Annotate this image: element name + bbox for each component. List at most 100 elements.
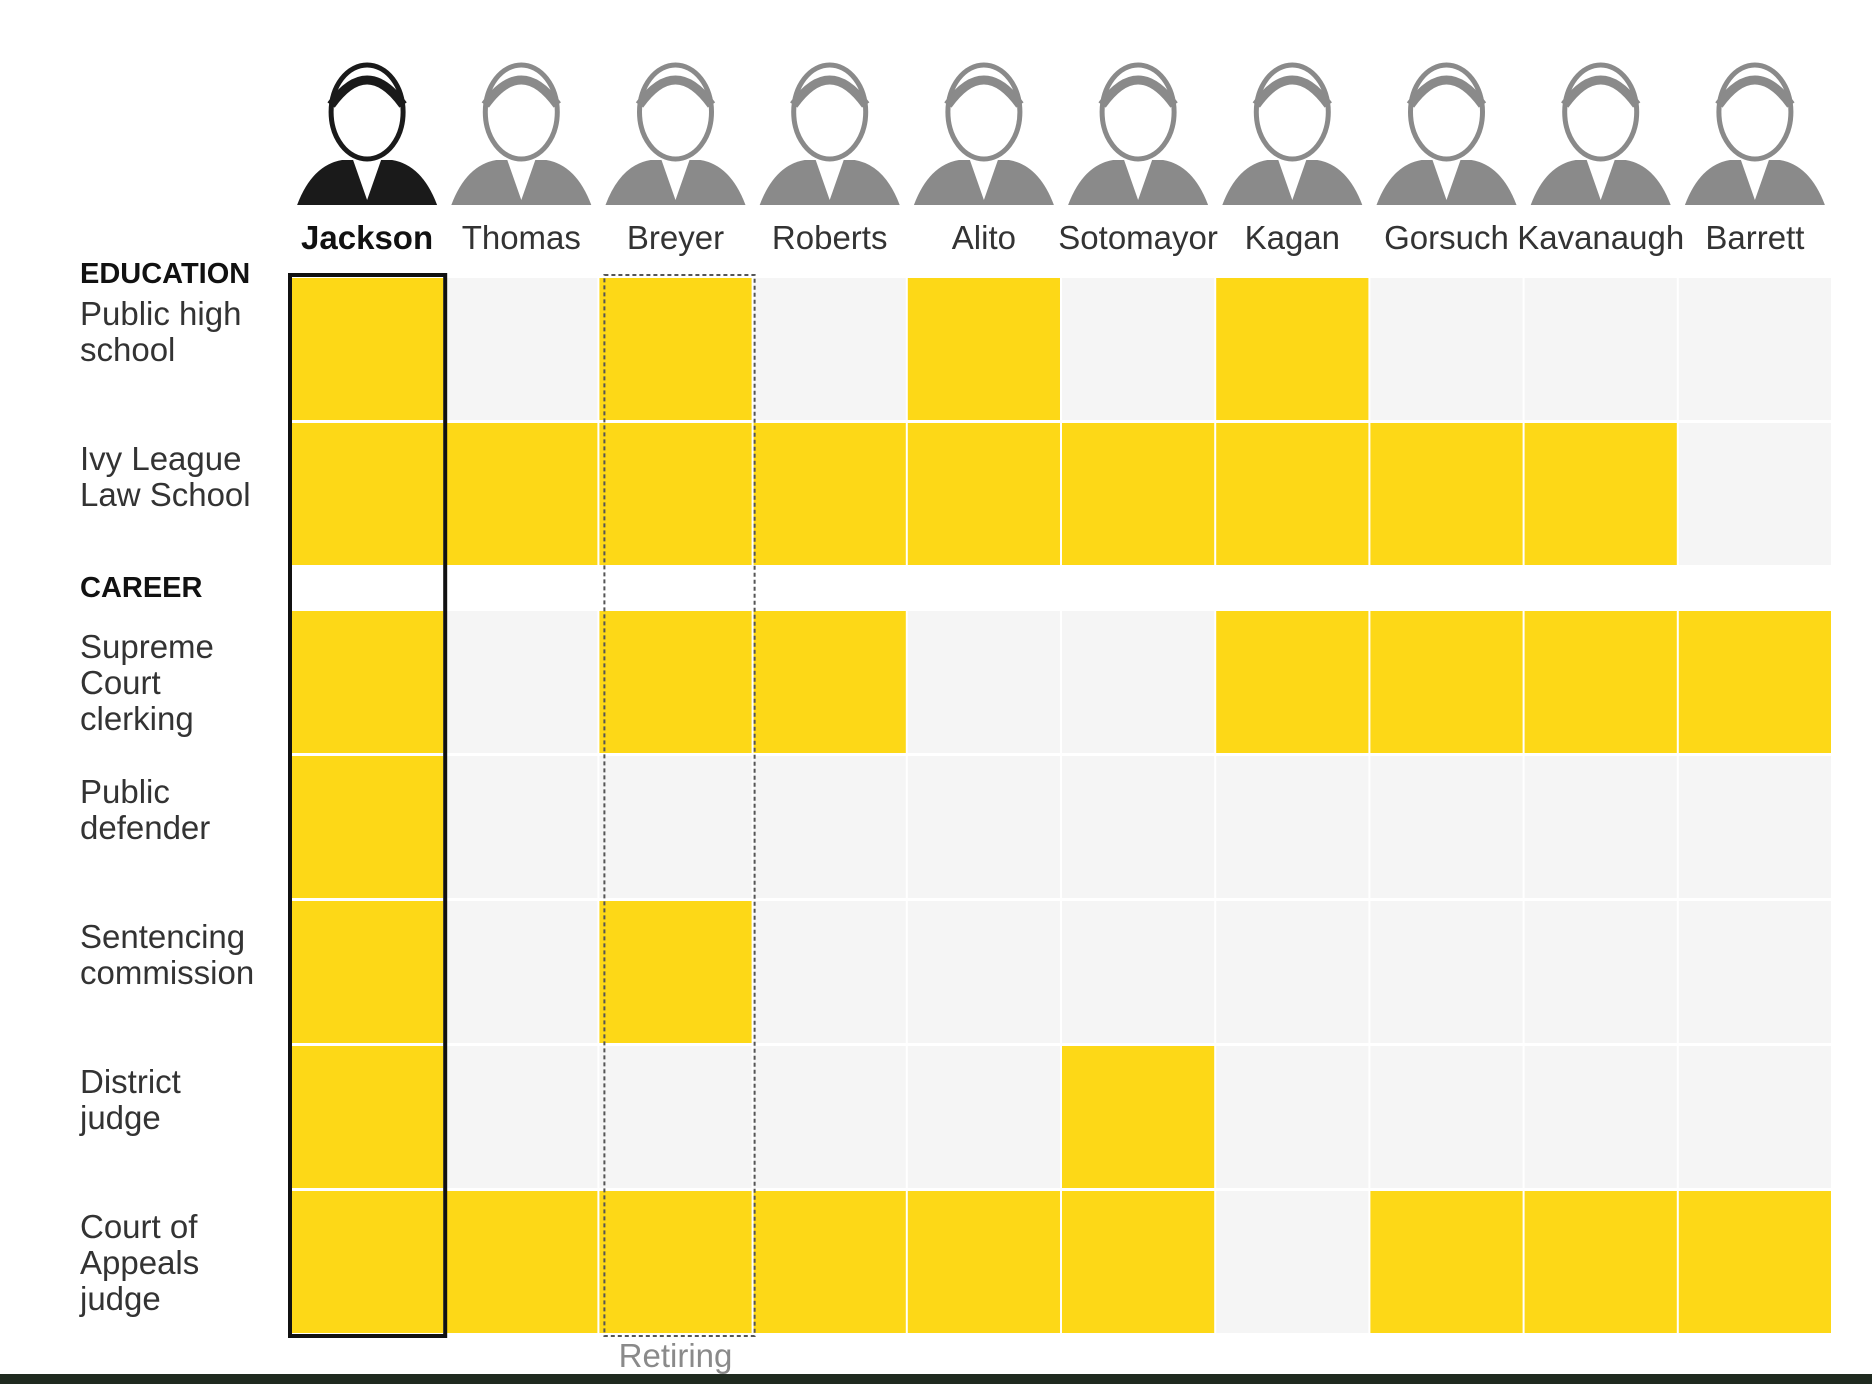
portrait-collar-thomas [507,160,536,200]
cell-district-judge-breyer [599,1046,752,1188]
cell-ivy-league-law-school-kagan [1216,423,1369,565]
portrait-collar-alito [969,160,998,200]
portrait-hair-roberts [790,75,870,108]
cell-court-of-appeals-judge-sotomayor [1062,1191,1215,1333]
portrait-hair-sotomayor [1098,75,1178,108]
cell-supreme-court-clerking-sotomayor [1062,611,1215,753]
cell-public-high-school-jackson [291,278,444,420]
portrait-hair-kagan [1252,75,1332,108]
portrait-collar-kavanaugh [1586,160,1615,200]
cell-district-judge-gorsuch [1370,1046,1523,1188]
cell-ivy-league-law-school-breyer [599,423,752,565]
cell-public-high-school-alito [907,278,1060,420]
column-header-thomas: Thomas [462,219,581,256]
cell-court-of-appeals-judge-thomas [445,1191,598,1333]
column-header-kavanaugh: Kavanaugh [1517,219,1684,256]
cell-district-judge-roberts [753,1046,906,1188]
cell-court-of-appeals-judge-breyer [599,1191,752,1333]
cell-court-of-appeals-judge-alito [907,1191,1060,1333]
cell-public-defender-gorsuch [1370,756,1523,898]
portrait-hair-alito [944,75,1024,108]
cell-ivy-league-law-school-alito [907,423,1060,565]
cell-public-high-school-barrett [1678,278,1831,420]
column-header-roberts: Roberts [772,219,888,256]
cell-sentencing-commission-alito [907,901,1060,1043]
cell-court-of-appeals-judge-jackson [291,1191,444,1333]
cell-public-high-school-kavanaugh [1524,278,1677,420]
row-label-district-judge: District judge [79,1063,181,1136]
cell-sentencing-commission-barrett [1678,901,1831,1043]
portrait-collar-sotomayor [1124,160,1153,200]
cell-supreme-court-clerking-gorsuch [1370,611,1523,753]
portrait-collar-jackson [353,160,382,200]
cell-supreme-court-clerking-jackson [291,611,444,753]
portrait-barrett [1684,62,1825,205]
cell-public-high-school-sotomayor [1062,278,1215,420]
cell-public-defender-jackson [291,756,444,898]
portrait-alito [913,62,1054,205]
cell-district-judge-kavanaugh [1524,1046,1677,1188]
portrait-hair-thomas [481,75,561,108]
row-label-public-defender: Public defender [80,773,210,846]
cell-public-high-school-thomas [445,278,598,420]
cell-public-defender-sotomayor [1062,756,1215,898]
bottom-border [0,1374,1872,1384]
cell-public-defender-kagan [1216,756,1369,898]
portrait-collar-kagan [1278,160,1307,200]
portrait-collar-roberts [815,160,844,200]
cell-sentencing-commission-thomas [445,901,598,1043]
cell-district-judge-barrett [1678,1046,1831,1188]
cell-supreme-court-clerking-barrett [1678,611,1831,753]
column-header-breyer: Breyer [627,219,724,256]
cell-public-defender-breyer [599,756,752,898]
cell-supreme-court-clerking-alito [907,611,1060,753]
cell-ivy-league-law-school-kavanaugh [1524,423,1677,565]
cell-supreme-court-clerking-kavanaugh [1524,611,1677,753]
portrait-hair-gorsuch [1406,75,1487,108]
cell-public-defender-alito [907,756,1060,898]
cell-court-of-appeals-judge-kavanaugh [1524,1191,1677,1333]
portrait-roberts [759,62,900,205]
portrait-jackson [297,62,438,205]
cell-sentencing-commission-breyer [599,901,752,1043]
cell-ivy-league-law-school-barrett [1678,423,1831,565]
row-label-supreme-court-clerking: Supreme Court clerking [80,628,214,737]
cell-district-judge-sotomayor [1062,1046,1215,1188]
cell-district-judge-kagan [1216,1046,1369,1188]
cell-supreme-court-clerking-kagan [1216,611,1369,753]
retiring-label: Retiring [619,1337,733,1374]
portrait-collar-gorsuch [1432,160,1461,200]
cell-public-high-school-kagan [1216,278,1369,420]
retiring-outline [603,274,756,1337]
column-header-sotomayor: Sotomayor [1058,219,1218,256]
cell-public-defender-roberts [753,756,906,898]
cell-ivy-league-law-school-gorsuch [1370,423,1523,565]
portrait-gorsuch [1376,62,1517,205]
row-label-sentencing-commission: Sentencing commission [80,918,254,991]
cell-supreme-court-clerking-thomas [445,611,598,753]
cell-ivy-league-law-school-jackson [291,423,444,565]
cell-court-of-appeals-judge-gorsuch [1370,1191,1523,1333]
cell-district-judge-alito [907,1046,1060,1188]
row-label-public-high-school: Public high school [80,295,241,368]
row-label-ivy-league-law-school: Ivy League Law School [80,440,251,513]
highlight-outline [288,273,448,1338]
portrait-hair-jackson [327,75,407,108]
cell-court-of-appeals-judge-kagan [1216,1191,1369,1333]
cell-court-of-appeals-judge-barrett [1678,1191,1831,1333]
cell-public-high-school-gorsuch [1370,278,1523,420]
cell-public-high-school-roberts [753,278,906,420]
cell-district-judge-jackson [291,1046,444,1188]
portrait-collar-barrett [1740,160,1769,200]
cells [291,278,1831,1333]
cell-ivy-league-law-school-thomas [445,423,598,565]
portrait-hair-kavanaugh [1561,75,1641,108]
portrait-thomas [451,62,592,205]
cell-district-judge-thomas [445,1046,598,1188]
cell-public-high-school-breyer [599,278,752,420]
cell-public-defender-kavanaugh [1524,756,1677,898]
portrait-collar-breyer [661,160,690,200]
portrait-sotomayor [1068,62,1209,205]
cell-court-of-appeals-judge-roberts [753,1191,906,1333]
